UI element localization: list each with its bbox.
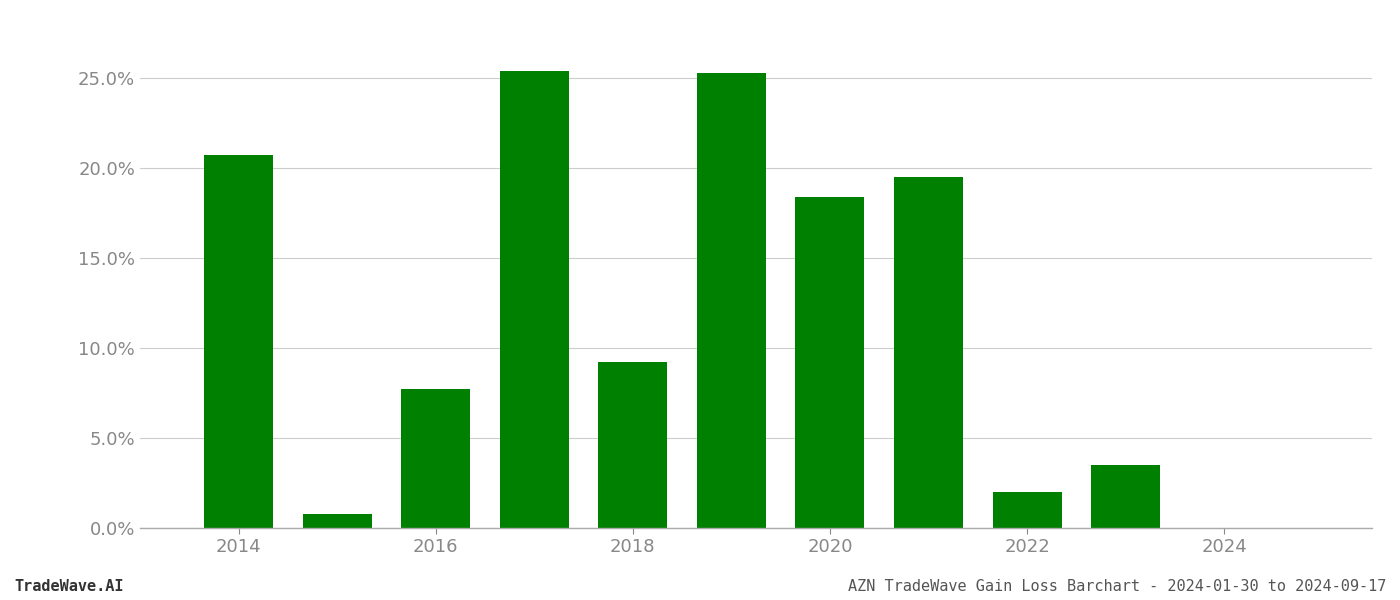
Bar <box>598 362 668 528</box>
Bar <box>697 73 766 528</box>
Bar <box>895 177 963 528</box>
Bar <box>402 389 470 528</box>
Bar <box>302 514 371 528</box>
Bar <box>204 155 273 528</box>
Bar <box>500 71 568 528</box>
Text: AZN TradeWave Gain Loss Barchart - 2024-01-30 to 2024-09-17: AZN TradeWave Gain Loss Barchart - 2024-… <box>847 579 1386 594</box>
Bar <box>993 492 1061 528</box>
Bar <box>1091 465 1161 528</box>
Text: TradeWave.AI: TradeWave.AI <box>14 579 123 594</box>
Bar <box>795 197 864 528</box>
